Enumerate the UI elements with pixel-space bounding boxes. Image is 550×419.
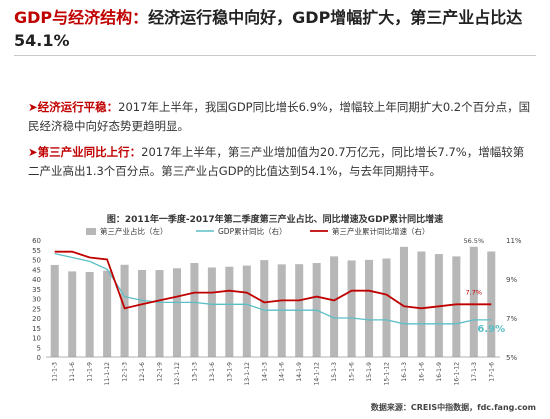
bullet-arrow-icon: ➤ (28, 145, 38, 159)
bar (382, 258, 391, 357)
legend-label: 第三产业占比（左） (100, 226, 168, 236)
left-tick-label: 45 (32, 266, 41, 274)
x-tick-label: 14-1-3 (261, 362, 268, 382)
x-tick-label: 13-1-3 (191, 362, 198, 382)
chart-title: 图：2011年一季度-2017年第二季度第三产业占比、同比增速及GDP累计同比增… (106, 215, 444, 225)
left-tick-label: 5 (37, 344, 41, 352)
tertiary-line (54, 250, 492, 310)
paragraph-economy: ➤经济运行平稳：2017年上半年，我国GDP同比增长6.9%，增幅较上年同期扩大… (28, 98, 533, 136)
x-tick-label: 16-1-3 (401, 362, 408, 382)
bar (347, 260, 356, 357)
right-tick-label: 9% (506, 276, 517, 284)
bar (417, 251, 426, 357)
right-tick-label: 5% (506, 354, 517, 362)
gdp-line (54, 252, 492, 325)
page-title-accent: GDP与经济结构： (14, 8, 149, 27)
bar (190, 263, 199, 357)
x-tick-label: 12-1-9 (157, 362, 164, 382)
paragraph-body: 2017年上半年，第三产业增加值为20.7万亿元，同比增长7.7%，增幅较第二产… (28, 145, 525, 178)
paragraph-body: 2017年上半年，我国GDP同比增长6.9%，增幅较上年同期扩大0.2个百分点，… (28, 100, 531, 133)
left-tick-label: 50 (32, 257, 41, 265)
paragraph-lead: 经济运行平稳： (37, 100, 119, 114)
bar (242, 265, 251, 357)
left-tick-label: 35 (32, 286, 41, 294)
bar (260, 260, 269, 357)
bar (365, 259, 374, 357)
left-tick-label: 15 (32, 325, 41, 333)
page-title: GDP与经济结构：经济运行稳中向好，GDP增幅扩大，第三产业占比达54.1% (14, 6, 536, 52)
page-title-rest: 经济运行稳中向好，GDP增幅扩大，第三产业占比达54.1% (14, 8, 523, 50)
bar (469, 246, 478, 357)
left-tick-label: 10 (32, 335, 41, 343)
bar (68, 271, 77, 357)
x-tick-label: 15-1-3 (331, 362, 338, 382)
left-tick-label: 0 (37, 354, 41, 362)
bar (452, 256, 461, 357)
x-tick-label: 11-1-3 (52, 362, 59, 382)
data-label: 56.5% (463, 237, 484, 245)
x-tick-label: 17-1-6 (488, 362, 495, 382)
x-tick-label: 11-1-6 (69, 362, 76, 382)
bar (120, 264, 129, 357)
right-tick-label: 7% (506, 315, 517, 323)
x-tick-label: 17-1-3 (471, 362, 478, 382)
x-tick-label: 15-1-12 (384, 362, 391, 386)
right-tick-label: 11% (506, 237, 522, 245)
chart: 0510152025303540455055605%7%9%11%56.5%7.… (32, 226, 522, 386)
bar (85, 271, 94, 357)
x-tick-label: 12-1-6 (139, 362, 146, 382)
bar (330, 256, 339, 357)
paragraph-lead: 第三产业同比上行： (37, 145, 142, 159)
legend-swatch-bar (86, 228, 96, 235)
x-tick-label: 16-1-6 (418, 362, 425, 382)
bar (399, 246, 408, 357)
x-tick-label: 14-1-6 (279, 362, 286, 382)
bar (207, 267, 216, 357)
left-tick-label: 20 (32, 315, 41, 323)
x-tick-label: 14-1-12 (314, 362, 321, 386)
left-tick-label: 30 (32, 296, 41, 304)
data-source: 数据来源：CREIS中指数据，fdc.fang.com (370, 403, 536, 412)
legend-label: GDP累计同比（右） (218, 226, 287, 236)
paragraph-tertiary: ➤第三产业同比上行：2017年上半年，第三产业增加值为20.7万亿元，同比增长7… (28, 143, 533, 181)
x-tick-label: 15-1-6 (349, 362, 356, 382)
left-tick-label: 60 (32, 237, 41, 245)
bar (103, 270, 112, 357)
x-tick-label: 11-1-9 (87, 362, 94, 382)
x-tick-label: 12-1-12 (174, 362, 181, 386)
left-tick-label: 55 (32, 247, 41, 255)
data-label: 7.7% (466, 288, 483, 296)
bar (225, 266, 234, 357)
title-divider (14, 55, 536, 56)
x-tick-label: 11-1-12 (104, 362, 111, 386)
x-tick-label: 15-1-9 (366, 362, 373, 382)
x-tick-label: 16-1-12 (453, 362, 460, 386)
x-tick-label: 12-1-3 (122, 362, 129, 382)
legend-label: 第三产业累计同比增速（右） (332, 226, 430, 236)
bar (138, 270, 147, 357)
bar (50, 264, 59, 357)
bullet-arrow-icon: ➤ (28, 100, 38, 114)
x-tick-label: 13-1-6 (209, 362, 216, 382)
x-tick-label: 13-1-9 (226, 362, 233, 382)
left-tick-label: 40 (32, 276, 41, 284)
left-tick-label: 25 (32, 305, 41, 313)
bar (155, 270, 164, 357)
bar (172, 268, 181, 357)
x-tick-label: 16-1-9 (436, 362, 443, 382)
data-label: 6.9% (477, 324, 505, 335)
x-tick-label: 14-1-9 (296, 362, 303, 382)
x-tick-label: 13-1-12 (244, 362, 251, 386)
